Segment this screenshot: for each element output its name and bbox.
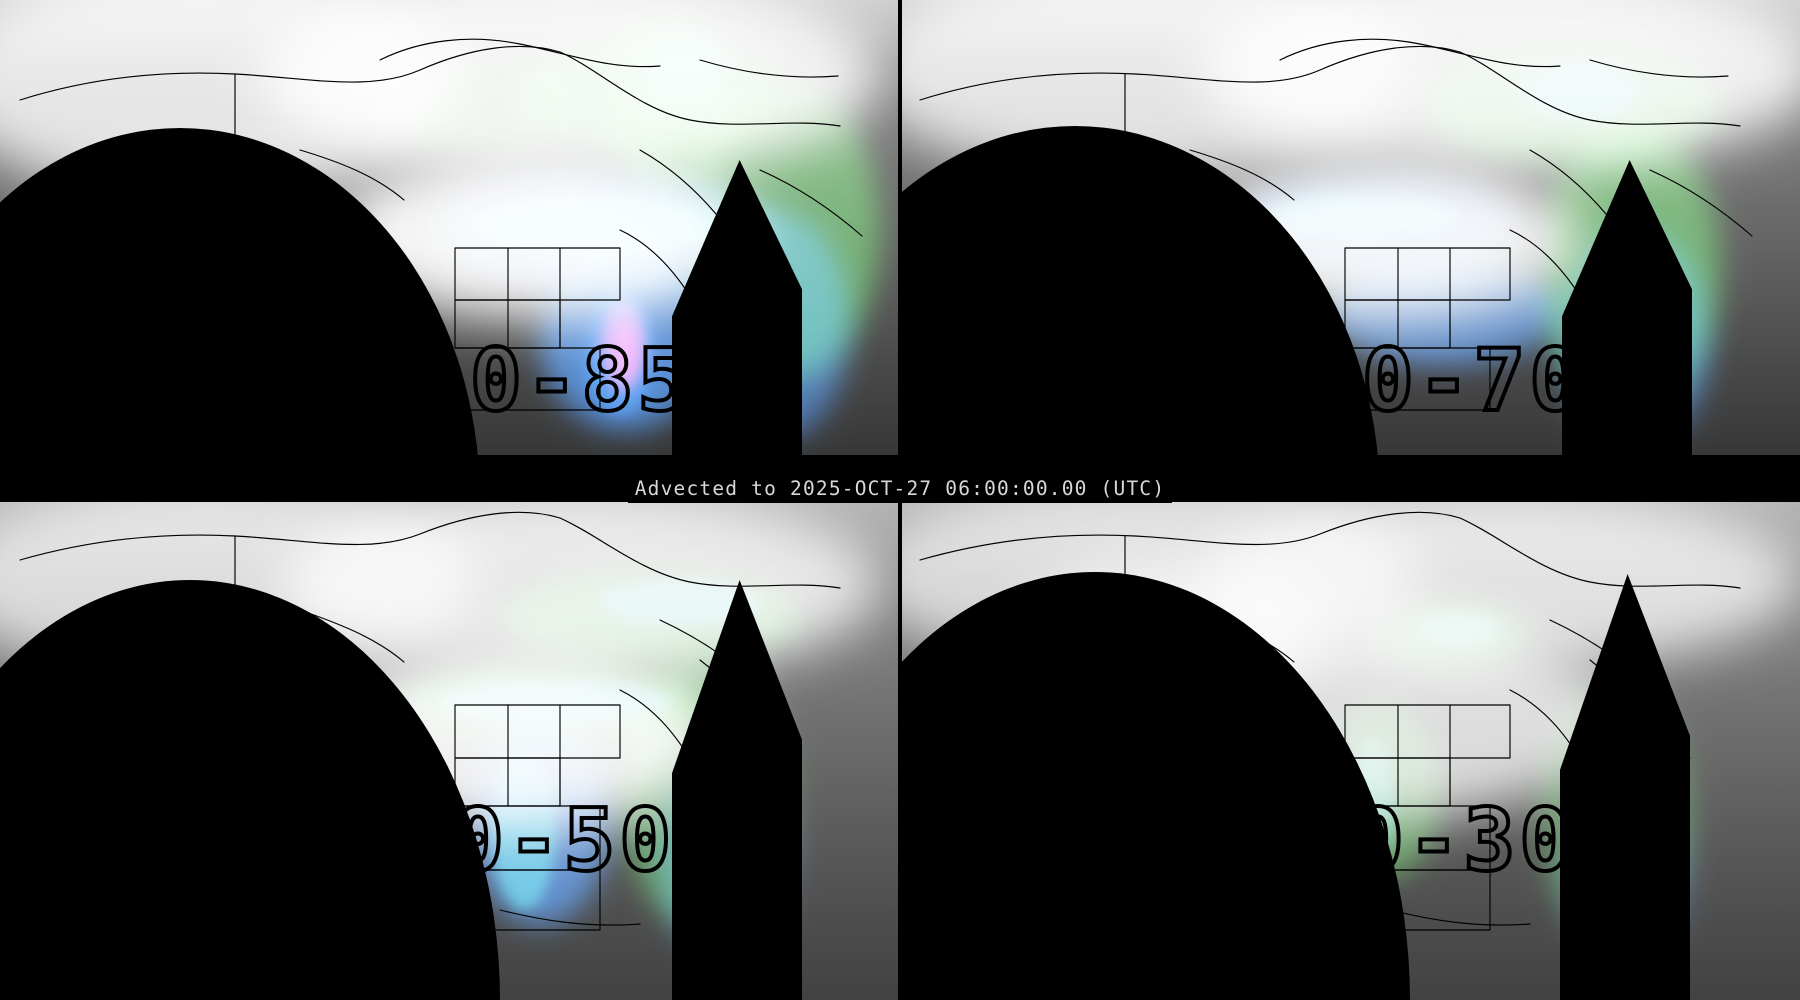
data-void-mask bbox=[900, 455, 1800, 500]
panel-0-700[interactable]: 0-700 bbox=[900, 0, 1800, 500]
panel-layer-label: 0-850 bbox=[468, 331, 749, 431]
data-void-mask bbox=[0, 455, 900, 500]
panel-0-850[interactable]: 0-850 bbox=[0, 0, 900, 500]
panel-layer-label: 0-700 bbox=[1360, 331, 1641, 431]
panel-0-300[interactable]: 0-300 bbox=[900, 500, 1800, 1000]
panel-divider-horizontal bbox=[0, 498, 1800, 502]
panel-layer-label: 0-300 bbox=[1350, 791, 1631, 891]
panel-0-500[interactable]: 0-500 bbox=[0, 500, 900, 1000]
panel-layer-label: 0-500 bbox=[450, 791, 731, 891]
